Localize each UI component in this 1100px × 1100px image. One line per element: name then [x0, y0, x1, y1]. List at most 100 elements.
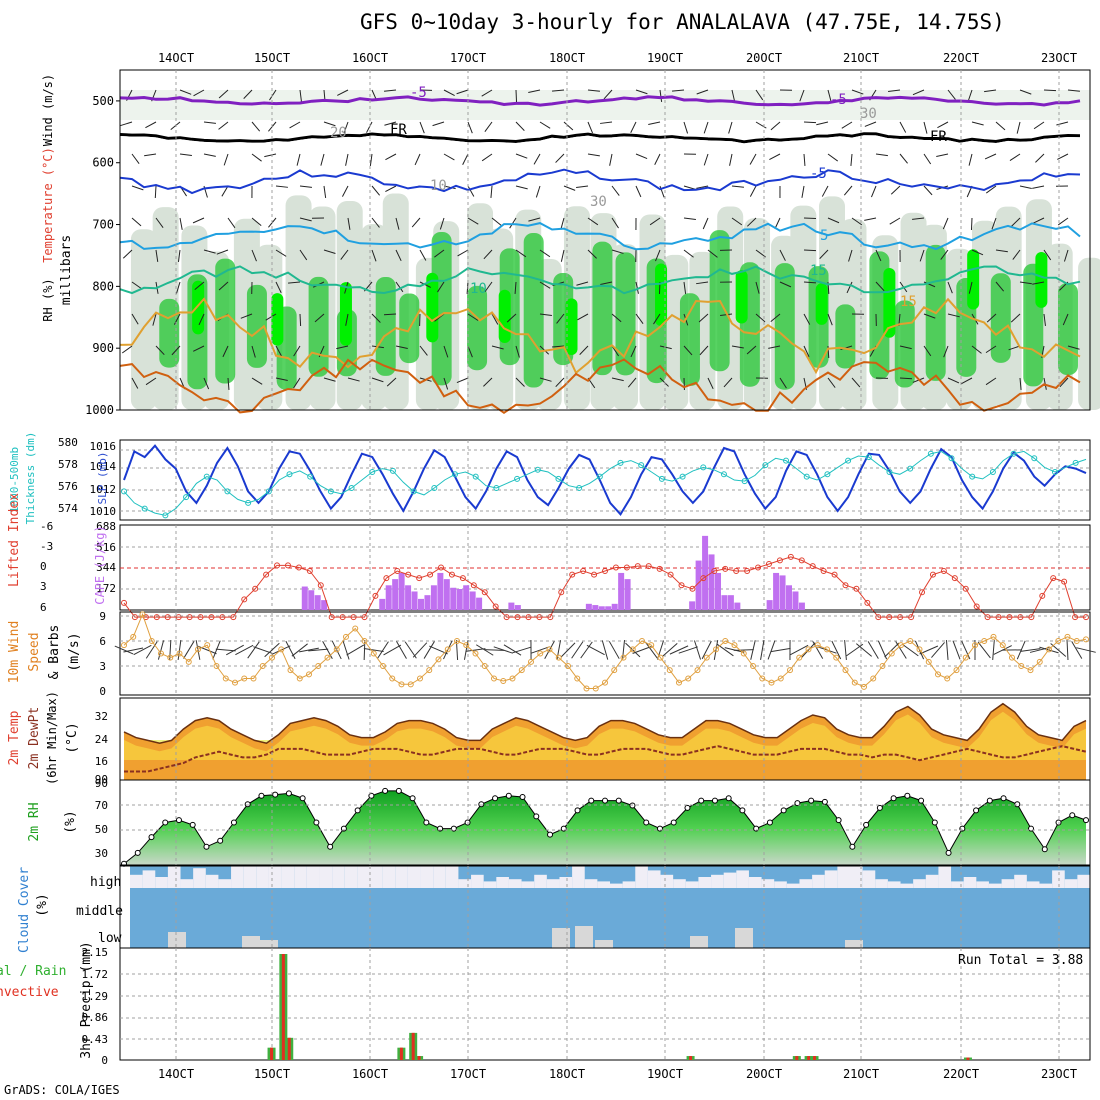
thickness-point — [203, 473, 210, 480]
wind-barb — [467, 345, 473, 358]
lifted-index-point — [940, 568, 947, 575]
wind-barb — [672, 89, 685, 92]
wind-barb — [1062, 313, 1069, 326]
high-cloud-bar — [281, 866, 295, 888]
wind-speed-point — [962, 654, 969, 661]
surface-wind-barb — [235, 644, 254, 656]
li-ytick-label: -6 — [40, 520, 53, 533]
surface-wind-barb — [512, 646, 532, 654]
lifted-index-point — [656, 565, 663, 572]
wind-ytick-label: 3 — [99, 660, 106, 673]
thickness-point — [907, 465, 914, 472]
wind-barb — [152, 313, 157, 326]
rh-point — [986, 797, 993, 804]
temp-ytick-label: 32 — [95, 710, 108, 723]
lifted-index-point — [317, 582, 324, 589]
surface-wind-barb — [817, 646, 837, 654]
wind-barb — [728, 121, 733, 134]
wind-barb — [555, 377, 565, 388]
wind-axis-label-3: & Barbs — [47, 625, 62, 680]
rh-point — [478, 801, 485, 808]
wind-barb — [194, 281, 205, 291]
high-cloud-bar — [407, 866, 421, 888]
wind-barb — [731, 185, 744, 188]
wind-barb — [576, 281, 589, 286]
high-cloud-bar — [685, 881, 699, 888]
rh-point — [272, 791, 279, 798]
lifted-index-point — [634, 563, 641, 570]
rh-point — [327, 843, 334, 850]
wind-barb — [432, 121, 445, 127]
high-cloud-bar — [193, 868, 206, 888]
wind-speed-point — [592, 685, 599, 692]
wind-barb — [1063, 249, 1069, 262]
cape-bar — [476, 597, 483, 610]
lifted-index-point — [711, 568, 718, 575]
cape-ytick-label: 172 — [96, 582, 116, 595]
cape-bar — [308, 590, 315, 610]
wind-barb — [336, 345, 349, 350]
wind-speed-point — [555, 654, 562, 661]
high-cloud-bar — [1026, 881, 1040, 888]
wind-barb — [198, 313, 205, 326]
cape-bar — [798, 602, 805, 610]
high-cloud-bar — [597, 881, 610, 888]
rh-shade-bright — [883, 268, 896, 338]
lifted-index-point — [569, 571, 576, 578]
profile-xtick-label: 19OCT — [647, 51, 683, 65]
wind-barb — [801, 185, 805, 198]
wind-barb — [371, 313, 381, 323]
wind-barb — [179, 89, 192, 95]
temp-contour-10 — [119, 222, 1081, 251]
wind-speed-point — [740, 650, 747, 657]
wind-barb — [552, 89, 565, 92]
wind-barb — [947, 89, 956, 100]
surface-wind-barb — [961, 640, 971, 660]
rh-point — [643, 819, 650, 826]
rh-axis-label: 2m RH — [27, 802, 42, 841]
thickness-point — [886, 469, 893, 475]
high-cloud-bar — [1064, 879, 1078, 888]
rh-point — [588, 797, 595, 804]
wind-barb — [803, 153, 806, 167]
wind-barb — [1012, 249, 1021, 260]
wind-barb — [746, 217, 757, 227]
cape-bar — [714, 572, 721, 610]
wind-barb — [611, 377, 624, 382]
thickness-point — [286, 471, 293, 478]
surface-wind-barb — [544, 640, 555, 660]
lifted-index-point — [263, 571, 270, 578]
rh-point — [533, 813, 540, 820]
wind-barb — [703, 153, 709, 166]
wind-barb — [803, 345, 810, 358]
wind-barb — [216, 249, 229, 255]
high-cloud-bar — [698, 877, 712, 888]
lifted-index-point — [1061, 578, 1068, 585]
high-cloud-bar — [243, 866, 257, 888]
wind-barb — [1067, 345, 1080, 350]
rh-point — [313, 819, 320, 826]
wind-barb — [1056, 121, 1069, 126]
wind-barb — [170, 121, 181, 131]
wind-speed-point — [509, 675, 516, 682]
high-cloud-bar — [167, 866, 181, 888]
surface-wind-barb — [931, 642, 945, 658]
wind-barb — [251, 345, 256, 358]
wind-speed-point — [167, 654, 174, 661]
surface-wind-barb — [856, 643, 872, 657]
precip-ytick-label: 2.15 — [82, 946, 109, 959]
surface-wind-barb — [560, 642, 576, 658]
lifted-index-point — [284, 562, 291, 569]
wind-barb — [985, 345, 997, 354]
wind-speed-point — [861, 683, 867, 690]
wind-barb — [323, 249, 336, 255]
high-cloud-bar — [875, 879, 888, 888]
low-cloud-bar — [690, 936, 708, 948]
surface-wind-barb — [465, 648, 486, 652]
rh-point — [423, 819, 430, 826]
wind-barb — [251, 377, 263, 385]
cape-bar — [508, 602, 515, 610]
lifted-index-point — [591, 571, 598, 578]
high-cloud-bar — [180, 879, 194, 888]
precip-xtick-label: 18OCT — [549, 1067, 585, 1081]
